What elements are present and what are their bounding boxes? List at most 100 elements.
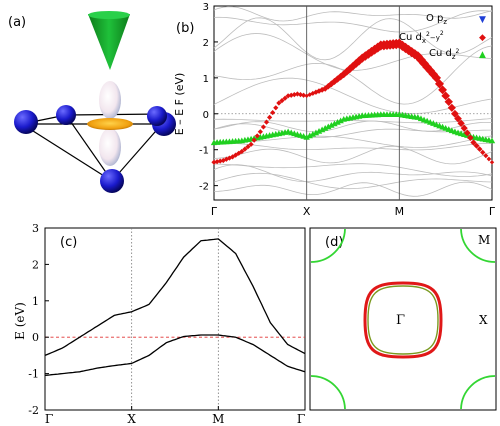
cu-dx2y2-marker [366, 46, 377, 57]
cone-shape [88, 14, 130, 70]
atom-ball-left [14, 110, 38, 134]
cu-dz2-marker [325, 123, 332, 130]
legend-item-o-pz: O pz ▼ [426, 13, 486, 26]
cu-dx2y2-marker [319, 86, 326, 93]
y-tick-label: 3 [203, 2, 209, 13]
x-tick-label: M [395, 205, 405, 218]
point-label-gamma: Γ [396, 313, 405, 328]
cu-dx2y2-marker [400, 42, 411, 54]
cu-dz2-marker [309, 130, 317, 137]
atom-ball-back-left [56, 105, 76, 125]
background-band-line [213, 135, 493, 148]
cu-dx2y2-marker [242, 146, 248, 152]
y-tick-label: -1 [28, 368, 39, 381]
band-line-2 [44, 334, 306, 377]
cu-dx2y2-marker [457, 119, 465, 128]
y-tick-label: 1 [32, 295, 39, 308]
y-tick-label: 2 [32, 258, 39, 271]
cu-dx2y2-marker [276, 100, 282, 106]
cu-dx2y2-marker [273, 105, 279, 111]
background-band-line [213, 142, 493, 151]
legend-marker-cu-dx2y2: ◆ [479, 33, 486, 43]
background-band-line [213, 6, 493, 22]
cu-dx2y2-marker [444, 97, 453, 107]
cu-dz2-marker [331, 120, 338, 127]
panel-a-label: (a) [8, 15, 26, 30]
cu-dx2y2-marker [294, 91, 300, 97]
cu-dx2y2-marker [310, 90, 316, 96]
x-tick-label: X [127, 412, 136, 426]
svg-text:O pz: O pz [426, 13, 447, 26]
cu-dz2-marker [303, 133, 310, 140]
cu-dx2y2-marker [489, 160, 495, 165]
cu-dx2y2-marker [438, 85, 448, 95]
orbital-ring [87, 118, 133, 130]
cu-dx2y2-marker [330, 77, 339, 86]
cu-dx2y2-marker [267, 114, 273, 120]
cu-dx2y2-marker [476, 146, 483, 152]
fermi-surface-corner-arcs [310, 228, 496, 410]
cu-dx2y2-marker [254, 133, 260, 139]
cu-dx2y2-marker [279, 98, 285, 104]
cu-dx2y2-marker [263, 119, 270, 125]
cu-dx2y2-marker [441, 91, 450, 101]
panel-a: (a) [8, 11, 176, 193]
point-label-m: M [478, 233, 490, 247]
cu-dx2y2-marker [447, 103, 456, 112]
cu-dx2y2-marker [257, 129, 263, 135]
point-label-x: X [479, 313, 488, 327]
panel-b-y-ticks: 3 2 1 0 -1 -2 [199, 2, 218, 193]
cu-dz2-marker [315, 127, 323, 134]
background-band-line [213, 10, 493, 33]
cu-dx2y2-marker [291, 92, 297, 98]
panel-d-frame [309, 227, 497, 411]
panel-c-high-symmetry-lines [131, 228, 219, 410]
x-tick-label: M [212, 412, 224, 426]
fermi-surface-center-inner [367, 285, 439, 355]
cu-dx2y2-marker [260, 124, 267, 130]
panel-c-frame [44, 227, 306, 411]
panel-d: (d) M Γ X [309, 227, 497, 411]
panel-b-frame [213, 5, 493, 201]
atom-ball-bottom [100, 169, 124, 193]
panel-b-label: (b) [176, 21, 194, 36]
background-band-line [214, 118, 493, 124]
cu-dz2-marker [488, 137, 496, 144]
cu-dx2y2-marker [339, 70, 348, 79]
cu-dz2-marker [322, 124, 329, 131]
legend-item-cu-dz2: Cu dz2 ▲ [429, 48, 486, 61]
panel-c-ylabel: E (eV) [13, 302, 27, 340]
y-tick-label: 1 [203, 74, 209, 85]
panel-b-markers [210, 38, 496, 165]
cu-dx2y2-marker [354, 56, 364, 66]
background-band-line [213, 77, 493, 114]
fermi-surface-center-outer [363, 281, 443, 359]
y-tick-label: 0 [203, 110, 209, 121]
cu-dx2y2-marker [327, 80, 335, 88]
panel-c-label: (c) [60, 235, 77, 250]
panel-c-band-lines [44, 238, 306, 377]
cu-dx2y2-marker [285, 93, 291, 99]
panel-b-high-symmetry-lines [306, 6, 400, 200]
panel-c: (c) E (eV) 3 2 1 0 -1 -2 Γ X M Γ [13, 222, 306, 426]
cu-dx2y2-marker [325, 82, 332, 90]
y-tick-label: 2 [203, 38, 209, 49]
panel-c-y-ticks: 3 2 1 0 -1 -2 [28, 222, 49, 417]
cu-dx2y2-marker [282, 95, 288, 101]
cu-dz2-marker [337, 117, 344, 124]
cu-dx2y2-marker [415, 54, 426, 65]
cu-dx2y2-marker [460, 124, 468, 132]
x-tick-label: X [303, 205, 311, 218]
background-band-line [213, 164, 493, 183]
svg-text:Cu dz2: Cu dz2 [429, 48, 460, 61]
y-tick-label: 0 [32, 331, 39, 344]
panel-b: (b) E – E F (eV) 3 2 1 0 -1 -2 Γ X M Γ O pz ▼ Cu… [173, 2, 496, 218]
legend-item-cu-dx2y2: Cu dx2−y2 ◆ [399, 30, 486, 45]
cu-dx2y2-marker [483, 153, 489, 159]
y-tick-label: 3 [32, 222, 39, 235]
cu-dx2y2-marker [333, 75, 342, 83]
orbital-upper-lobe [99, 81, 121, 119]
